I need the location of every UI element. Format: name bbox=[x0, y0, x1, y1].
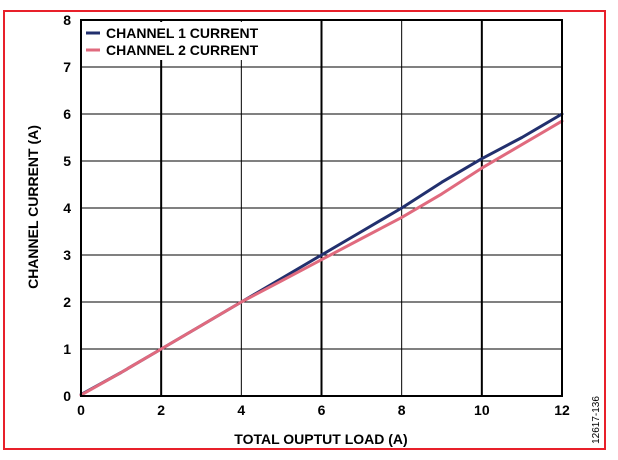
y-tick-label: 5 bbox=[63, 153, 71, 169]
x-axis-title: TOTAL OUPTUT LOAD (A) bbox=[234, 431, 407, 447]
y-tick-label: 1 bbox=[63, 341, 71, 357]
x-tick-label: 0 bbox=[77, 402, 85, 418]
x-tick-label: 4 bbox=[237, 402, 245, 418]
y-tick-label: 2 bbox=[63, 294, 71, 310]
x-tick-label: 12 bbox=[554, 402, 570, 418]
y-tick-label: 4 bbox=[63, 200, 71, 216]
figure-frame bbox=[3, 10, 606, 450]
x-tick-label: 10 bbox=[474, 402, 490, 418]
x-tick-label: 6 bbox=[318, 402, 326, 418]
x-tick-label: 8 bbox=[398, 402, 406, 418]
figure-id-label: 12617-136 bbox=[591, 396, 602, 444]
y-axis-title: CHANNEL CURRENT (A) bbox=[25, 125, 41, 289]
series-lines bbox=[79, 112, 564, 397]
y-tick-label: 6 bbox=[63, 106, 71, 122]
legend-label: CHANNEL 1 CURRENT bbox=[106, 25, 259, 41]
y-tick-label: 0 bbox=[63, 388, 71, 404]
y-tick-label: 8 bbox=[63, 12, 71, 28]
grid bbox=[81, 20, 562, 396]
y-tick-label: 7 bbox=[63, 59, 71, 75]
x-tick-label: 2 bbox=[157, 402, 165, 418]
legend-label: CHANNEL 2 CURRENT bbox=[106, 42, 259, 58]
y-tick-label: 3 bbox=[63, 247, 71, 263]
series-line-2 bbox=[79, 119, 564, 397]
legend-background bbox=[83, 22, 317, 60]
plot-border bbox=[80, 19, 563, 397]
